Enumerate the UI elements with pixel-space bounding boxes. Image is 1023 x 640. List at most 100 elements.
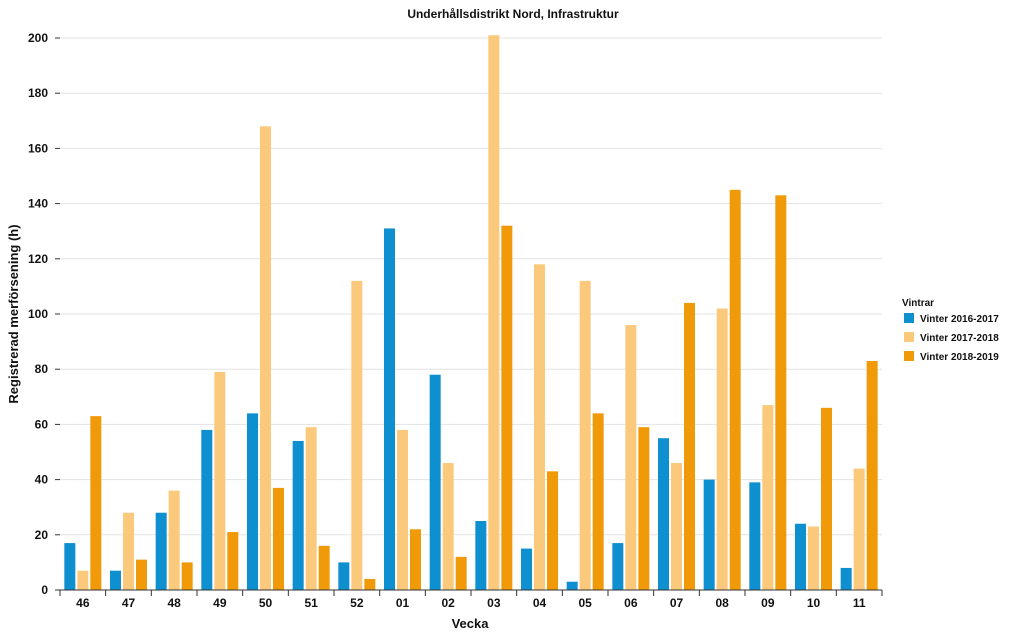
bar	[292, 440, 304, 590]
bar	[658, 438, 669, 590]
x-tick-label: 05	[578, 596, 592, 610]
bar	[429, 374, 441, 590]
x-tick-label: 09	[761, 596, 775, 610]
bar	[397, 429, 408, 590]
x-axis-title: Vecka	[452, 616, 490, 631]
bar	[775, 195, 787, 590]
series-2	[77, 35, 865, 591]
y-tick-label: 160	[28, 141, 48, 155]
bar	[136, 559, 147, 590]
legend: Vintrar Vinter 2016-2017 Vinter 2017-2018…	[902, 298, 999, 363]
bar	[123, 512, 134, 590]
bar	[521, 548, 532, 590]
bar	[762, 405, 774, 590]
bar	[455, 556, 467, 590]
bar	[821, 407, 832, 590]
bar	[566, 581, 578, 590]
legend-label: Vinter 2018-2019	[920, 352, 999, 363]
legend-swatch	[904, 351, 914, 361]
bar	[155, 512, 167, 590]
bar	[625, 325, 637, 590]
y-axis-ticks: 0 20 40 60 80 100 120 140 160 180 200	[28, 31, 60, 597]
bar	[77, 570, 89, 590]
x-tick-label: 50	[259, 596, 273, 610]
bar	[410, 529, 421, 590]
bar	[227, 532, 239, 590]
y-tick-label: 40	[35, 473, 49, 487]
y-tick-label: 120	[28, 252, 48, 266]
x-tick-label: 03	[487, 596, 501, 610]
legend-swatch	[904, 332, 914, 342]
bar	[214, 371, 226, 590]
legend-swatch	[904, 313, 914, 323]
series-3	[90, 189, 878, 591]
bar	[442, 463, 454, 590]
bar	[579, 280, 591, 590]
bar-series	[64, 35, 878, 591]
bar	[840, 567, 852, 590]
bar	[181, 562, 193, 590]
grid-lines	[60, 37, 882, 536]
y-tick-label: 60	[35, 417, 49, 431]
bar	[671, 463, 682, 590]
bar	[273, 487, 284, 590]
bar	[90, 416, 102, 590]
bar	[475, 521, 487, 590]
bar	[338, 562, 350, 590]
legend-label: Vinter 2016-2017	[920, 314, 999, 325]
x-tick-label: 01	[396, 596, 410, 610]
bar	[703, 479, 715, 590]
bar	[866, 360, 878, 590]
bar	[592, 413, 604, 590]
bar	[534, 264, 545, 590]
bar	[853, 468, 865, 590]
x-tick-label: 07	[670, 596, 684, 610]
x-tick-label: 02	[441, 596, 455, 610]
bar	[547, 471, 558, 590]
bar	[729, 189, 741, 591]
bar	[247, 413, 258, 590]
bar	[612, 543, 624, 590]
bar	[305, 427, 317, 590]
bar	[351, 280, 363, 590]
bar	[716, 308, 728, 590]
bar	[808, 526, 819, 590]
y-tick-label: 140	[28, 197, 48, 211]
bar	[384, 228, 395, 590]
x-tick-label: 46	[76, 596, 90, 610]
y-tick-label: 0	[41, 583, 48, 597]
x-tick-label: 47	[122, 596, 136, 610]
series-1	[64, 228, 852, 590]
x-tick-label: 51	[304, 596, 318, 610]
bar	[749, 482, 761, 590]
x-tick-label: 52	[350, 596, 364, 610]
x-tick-label: 08	[715, 596, 729, 610]
y-tick-label: 100	[28, 307, 48, 321]
y-tick-label: 200	[28, 31, 48, 45]
bar	[260, 126, 271, 590]
bar	[364, 578, 376, 590]
x-tick-label: 06	[624, 596, 638, 610]
legend-title: Vintrar	[902, 298, 934, 309]
bar	[501, 225, 513, 590]
y-tick-label: 180	[28, 86, 48, 100]
x-tick-label: 10	[807, 596, 821, 610]
bar	[795, 523, 806, 590]
legend-label: Vinter 2017-2018	[920, 333, 999, 344]
x-axis-ticks: 46 47 48 49 50 51 52 01 02 03 04 05 06 07 08 09 10 11	[59, 590, 883, 610]
bar	[638, 427, 650, 590]
chart-title: Underhållsdistrikt Nord, Infrastruktur	[407, 7, 619, 21]
bar	[64, 543, 76, 590]
x-tick-label: 04	[533, 596, 547, 610]
x-tick-label: 48	[167, 596, 181, 610]
bar	[684, 302, 695, 590]
bar	[110, 570, 121, 590]
x-tick-label: 11	[853, 596, 866, 610]
bar	[168, 490, 180, 590]
x-tick-label: 49	[213, 596, 227, 610]
bar	[318, 545, 330, 590]
bar	[201, 429, 213, 590]
y-tick-label: 20	[35, 528, 49, 542]
y-tick-label: 80	[35, 362, 49, 376]
